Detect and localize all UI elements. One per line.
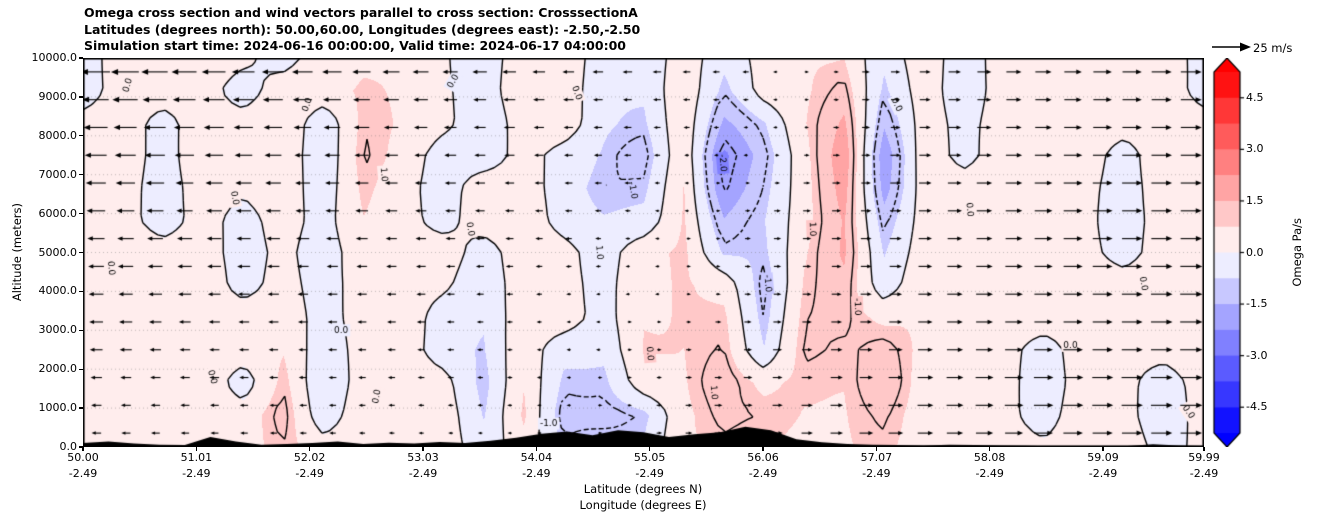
colorbar-canvas — [1210, 58, 1260, 447]
x-tick-mark — [308, 447, 311, 451]
x-tick-label: 50.00 -2.49 — [67, 451, 99, 480]
title-line-1: Omega cross section and wind vectors par… — [84, 5, 638, 20]
colorbar-tick-label: 3.0 — [1246, 142, 1264, 156]
title-line-2: Latitudes (degrees north): 50.00,60.00, … — [84, 21, 641, 37]
colorbar-tick-label: -3.0 — [1246, 348, 1268, 362]
y-tick-mark — [79, 174, 83, 176]
chart-title-block: Omega cross section and wind vectors par… — [84, 5, 640, 55]
y-tick-mark — [79, 446, 83, 448]
x-tick-label: 59.99 -2.49 — [1188, 451, 1220, 480]
x-tick-mark — [648, 447, 651, 451]
x-tick-label: 58.08 -2.49 — [973, 451, 1006, 480]
y-tick-label: 0.0 — [59, 440, 78, 453]
y-tick-label: 1000.0 — [38, 401, 78, 415]
y-tick-label: 3000.0 — [38, 323, 78, 337]
wind-scale-label: 25 m/s — [1253, 41, 1293, 55]
y-tick-mark — [79, 407, 83, 409]
x-tick-mark — [1102, 447, 1104, 451]
wind-scale-arrow-icon — [1212, 42, 1251, 52]
y-tick-label: 7000.0 — [38, 167, 78, 181]
y-tick-mark — [79, 135, 83, 137]
colorbar-tick-label: -1.5 — [1246, 297, 1268, 311]
x-tick-label: 53.03 -2.49 — [407, 451, 439, 480]
y-tick-mark — [79, 290, 83, 293]
y-tick-label: 9000.0 — [38, 89, 78, 103]
x-tick-label: 52.02 -2.49 — [293, 451, 326, 480]
x-axis-label-longitude: Longitude (degrees E) — [579, 498, 707, 512]
x-tick-mark — [82, 447, 84, 451]
x-tick-label: 56.06 -2.49 — [747, 451, 779, 480]
y-tick-mark — [79, 96, 83, 98]
y-tick-label: 6000.0 — [38, 206, 78, 220]
colorbar-tick-label: 4.5 — [1246, 90, 1264, 104]
x-axis-label-latitude: Latitude (degrees N) — [583, 482, 703, 496]
colorbar-label-text: Omega Pa/s — [1290, 218, 1304, 287]
x-tick-mark — [195, 447, 198, 451]
y-tick-mark — [79, 212, 83, 215]
title-line-3: Simulation start time: 2024-06-16 00:00:… — [84, 38, 626, 53]
colorbar-tick-label: 1.5 — [1246, 193, 1264, 207]
y-tick-mark — [79, 329, 83, 331]
x-tick-mark — [1203, 447, 1205, 451]
y-tick-mark — [79, 368, 83, 370]
cross-section-plot-canvas — [83, 58, 1204, 447]
y-tick-label: 8000.0 — [38, 128, 78, 142]
y-tick-label: 4000.0 — [38, 284, 78, 298]
x-tick-mark — [535, 447, 538, 451]
x-tick-mark — [762, 447, 764, 451]
y-tick-mark — [79, 57, 83, 59]
y-tick-mark — [79, 251, 83, 254]
x-tick-label: 55.05 -2.49 — [633, 451, 666, 480]
x-tick-mark — [988, 447, 991, 451]
colorbar-label: Omega Pa/s — [1288, 58, 1306, 447]
x-tick-mark — [422, 447, 424, 451]
y-tick-label: 2000.0 — [38, 362, 78, 376]
y-tick-label: 10000.0 — [31, 51, 78, 64]
x-tick-mark — [875, 447, 878, 451]
y-tick-label: 5000.0 — [38, 245, 78, 259]
x-tick-label: 57.07 -2.49 — [860, 451, 893, 480]
colorbar-tick-label: 0.0 — [1246, 245, 1264, 259]
x-tick-label: 59.09 -2.49 — [1087, 451, 1119, 480]
x-tick-label: 51.01 -2.49 — [180, 451, 213, 480]
x-tick-label: 54.04 -2.49 — [520, 451, 553, 480]
colorbar-tick-label: -4.5 — [1246, 400, 1268, 414]
